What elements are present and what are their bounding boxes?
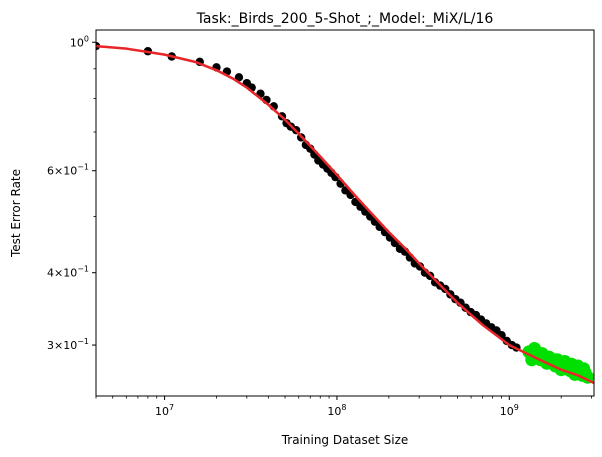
training-points-layer	[96, 41, 521, 352]
y-tick-label: 4×10−1	[47, 265, 89, 280]
plot-background	[96, 30, 594, 396]
fit-curve	[96, 44, 594, 385]
y-tick-label: 100	[70, 34, 89, 49]
chart-title: Task:_Birds_200_5-Shot_;_Model:_MiX/L/16	[196, 11, 494, 27]
training-point	[234, 73, 244, 82]
x-tick-label: 109	[500, 403, 519, 418]
y-axis-label: Test Error Rate	[9, 169, 23, 258]
y-tick-label: 3×10−1	[47, 337, 89, 352]
training-point	[415, 262, 425, 271]
x-tick-label: 108	[327, 403, 346, 418]
y-axis: 100 6×10−1 4×10−1 3×10−1	[47, 34, 96, 352]
plot-frame	[95, 29, 595, 397]
x-axis: 107 108 109	[95, 396, 592, 418]
x-axis-label: Training Dataset Size	[281, 433, 409, 447]
x-tick-label: 107	[155, 403, 174, 418]
y-tick-label: 6×10−1	[47, 163, 89, 178]
